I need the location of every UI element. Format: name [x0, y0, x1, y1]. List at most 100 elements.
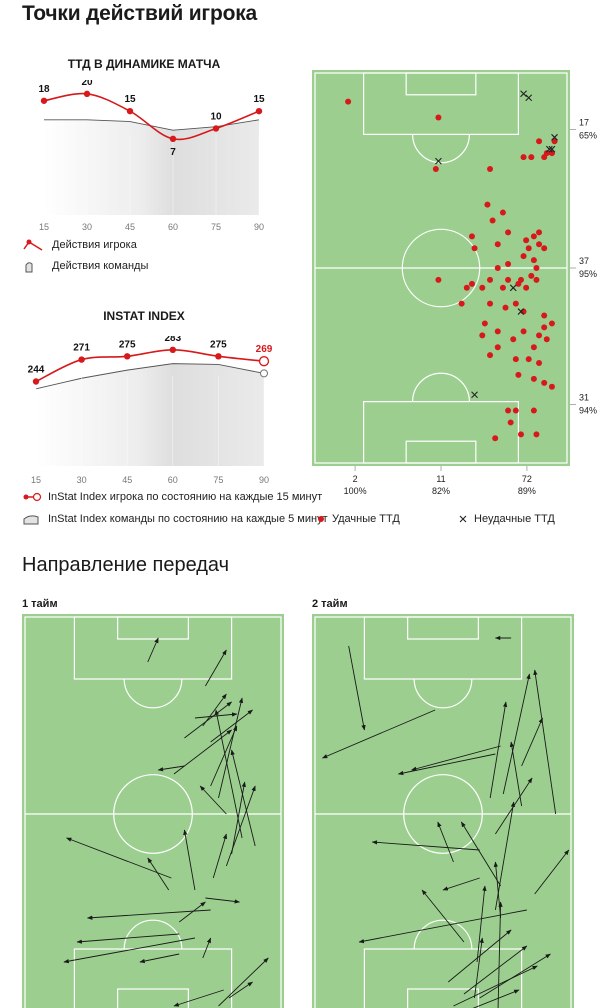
fail-action-cross: [545, 145, 553, 153]
success-action-dot: [541, 245, 548, 252]
pass-arrow: [76, 933, 180, 944]
success-action-dot: [515, 280, 522, 287]
top-penalty-arc: [412, 134, 470, 164]
success-action-dot: [541, 312, 548, 319]
pass-arrow: [63, 937, 196, 964]
pass-arrow: [210, 725, 238, 787]
pass-arrow: [214, 709, 243, 839]
data-label: 18: [38, 84, 50, 95]
legend-success-label: Удачные ТТД: [332, 513, 400, 525]
success-action-dot: [536, 241, 543, 248]
ttd-chart-title: ТТД В ДИНАМИКЕ МАТЧА: [67, 57, 221, 71]
pass-arrow: [183, 829, 196, 891]
success-action-dot: [471, 245, 478, 252]
team-area: [36, 363, 264, 466]
player-line: [35, 349, 265, 383]
success-action-dot: [548, 320, 555, 327]
success-action-dot: [548, 150, 555, 157]
legend-instat-player: InStat Index игрока по состоянию на кажд…: [22, 491, 322, 503]
x-tick-label: 90: [254, 222, 264, 232]
pass-arrow: [411, 745, 501, 771]
pass-arrow: [437, 821, 454, 863]
success-action-dot: [525, 356, 532, 363]
success-action-dot: [530, 375, 537, 382]
success-action-dot: [536, 138, 543, 145]
zone-pct-label: 95%: [579, 269, 597, 279]
team-area: [44, 119, 259, 215]
legend-player-actions: Действия игрока: [22, 238, 137, 252]
fail-action-cross: [517, 308, 525, 315]
zone-count-label: 31: [579, 393, 589, 403]
pass-arrow: [358, 909, 527, 944]
pass-arrow: [205, 649, 227, 687]
success-action-dot: [487, 352, 494, 359]
pass-arrow: [476, 885, 487, 963]
success-action-dot: [510, 336, 517, 343]
data-label: 269: [256, 344, 273, 355]
pass-arrow: [202, 937, 212, 959]
pass-arrow: [502, 673, 531, 795]
success-action-dot: [507, 419, 514, 426]
pass-arrow: [218, 697, 244, 799]
pass-arrow: [231, 781, 246, 855]
data-label: 15: [124, 94, 136, 105]
passes-section-title: Направление передач: [22, 554, 230, 576]
data-label: 15: [253, 94, 265, 105]
player-point: [255, 107, 263, 115]
success-action-dot: [523, 284, 530, 291]
success-action-dot: [463, 284, 470, 291]
bottom-goal-box: [407, 988, 479, 1008]
center-circle: [113, 774, 193, 854]
success-action-dot: [494, 328, 501, 335]
success-action-dot: [520, 154, 527, 161]
success-action-dot: [536, 332, 543, 339]
success-action-dot: [528, 272, 535, 279]
success-action-dot: [468, 233, 475, 240]
success-action-dot: [512, 300, 519, 307]
success-action-dot: [515, 371, 522, 378]
data-label: 275: [119, 339, 136, 350]
pass-arrow: [397, 753, 496, 776]
success-action-dot: [520, 253, 527, 260]
success-action-dot: [541, 379, 548, 386]
data-label: 283: [164, 336, 181, 344]
player-point: [169, 135, 177, 143]
pass-arrow: [371, 840, 480, 851]
success-action-dot: [489, 217, 496, 224]
top-goal-box: [407, 616, 479, 640]
success-action-dot: [530, 344, 537, 351]
pass-arrow: [184, 701, 233, 739]
actions-pitch-map: 17 65% 37 95% 31 94% 2 100% 11 82% 72 89%: [312, 70, 597, 496]
success-action-dot: [479, 332, 486, 339]
zone-pct-label: 94%: [579, 406, 597, 416]
player-point: [258, 356, 270, 367]
pass-arrow: [86, 909, 211, 920]
bottom-goal-box: [117, 988, 189, 1008]
success-action-dot: [528, 154, 535, 161]
instat-chart-title: INSTAT INDEX: [103, 309, 185, 323]
bottom-penalty-box: [363, 948, 523, 1008]
fail-action-cross: [551, 133, 558, 141]
success-action-dot: [520, 328, 527, 335]
player-point: [32, 378, 40, 385]
pitch-grass: [312, 614, 574, 1008]
pass-arrow: [453, 965, 538, 1007]
success-action-dot: [487, 166, 494, 172]
success-action-dot: [499, 209, 506, 216]
pass-arrow: [210, 709, 253, 743]
zone-pct-label: 89%: [518, 486, 536, 496]
legend-instat-team-icon: [23, 515, 39, 525]
success-action-dot: [502, 304, 509, 311]
player-point: [215, 353, 222, 360]
success-action-dot: [517, 431, 524, 438]
player-point: [40, 97, 48, 104]
success-action-dot: [533, 431, 540, 438]
bottom-penalty-arc: [123, 919, 183, 950]
team-end-point: [260, 369, 268, 378]
x-tick-label: 45: [125, 222, 135, 232]
success-action-dot: [523, 237, 530, 244]
legend-fail: Неудачные ТТД: [458, 513, 555, 525]
success-action-dot: [484, 201, 491, 208]
success-action-dot: [530, 233, 537, 240]
data-label: 271: [73, 343, 90, 354]
